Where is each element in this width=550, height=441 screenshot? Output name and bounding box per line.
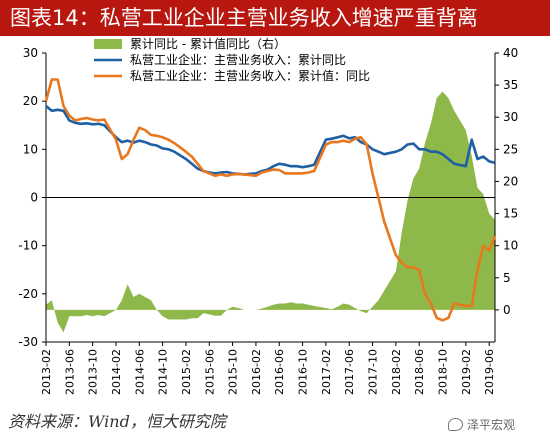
right-tick-label: 30 — [503, 110, 518, 124]
x-tick-label: 2018-06 — [413, 349, 426, 395]
x-tick-label: 2014-10 — [157, 349, 170, 395]
legend: 累计同比 - 累计值同比（右）私营工业企业：主营业务收入：累计同比私营工业企业：… — [94, 36, 370, 83]
series-line-1 — [45, 104, 496, 176]
x-tick-label: 2015-02 — [180, 349, 193, 395]
left-tick-label: 20 — [23, 94, 38, 108]
x-tick-label: 2019-02 — [460, 349, 473, 395]
x-tick-label: 2015-06 — [203, 349, 216, 395]
x-tick-label: 2013-02 — [40, 349, 53, 395]
left-tick-label: 30 — [23, 46, 38, 60]
series-line-2 — [44, 78, 497, 322]
series-area-0 — [46, 91, 495, 333]
x-tick-label: 2018-10 — [437, 349, 450, 395]
source-note: 资料来源：Wind，恒大研究院 — [8, 412, 226, 431]
watermark-text: 泽平宏观 — [467, 418, 516, 432]
x-tick-label: 2017-10 — [367, 349, 380, 395]
x-tick-label: 2015-10 — [227, 349, 240, 395]
left-tick-label: 10 — [23, 142, 38, 156]
left-tick-label: 0 — [30, 191, 38, 205]
x-tick-label: 2013-06 — [63, 349, 76, 395]
x-tick-label: 2018-02 — [390, 349, 403, 395]
left-tick-label: -30 — [18, 335, 38, 349]
legend-label-0: 累计同比 - 累计值同比（右） — [130, 36, 286, 51]
right-tick-label: 15 — [503, 207, 518, 221]
right-tick-label: 20 — [503, 174, 518, 188]
x-tick-label: 2014-06 — [133, 349, 146, 395]
legend-label-2: 私营工业企业：主营业务收入：累计值：同比 — [130, 68, 370, 83]
wechat-icon — [448, 418, 463, 431]
x-tick-label: 2016-02 — [250, 349, 263, 395]
left-tick-label: -20 — [18, 287, 38, 301]
legend-swatch-0 — [94, 39, 122, 49]
chart-title: 图表14：私营工业企业主营业务收入增速严重背离 — [0, 0, 550, 36]
x-tick-label: 2016-06 — [273, 349, 286, 395]
x-tick-label: 2014-02 — [110, 349, 123, 395]
area-series-layer — [46, 91, 495, 333]
right-tick-label: 40 — [503, 46, 518, 60]
right-tick-label: 10 — [503, 239, 518, 253]
x-tick-label: 2016-10 — [297, 349, 310, 395]
legend-label-1: 私营工业企业：主营业务收入：累计同比 — [130, 52, 346, 67]
x-tick-label: 2019-06 — [483, 349, 496, 395]
line-series-layer — [44, 78, 497, 322]
chart: -30 -20 -10 0 10 20 30 0 5 10 15 20 25 30 35 40 2013-02 2… — [18, 36, 518, 395]
x-tick-label: 2013-10 — [87, 349, 100, 395]
watermark: 泽平宏观 — [448, 416, 515, 433]
right-tick-label: 5 — [503, 271, 511, 285]
x-tick-label: 2017-02 — [320, 349, 333, 395]
right-tick-label: 25 — [503, 142, 518, 156]
left-tick-label: -10 — [18, 239, 38, 253]
axes-layer: -30 -20 -10 0 10 20 30 0 5 10 15 20 25 30 35 40 2013-02 2… — [18, 46, 518, 395]
right-tick-label: 35 — [503, 78, 518, 92]
x-tick-label: 2017-06 — [343, 349, 356, 395]
right-tick-label: 0 — [503, 303, 511, 317]
